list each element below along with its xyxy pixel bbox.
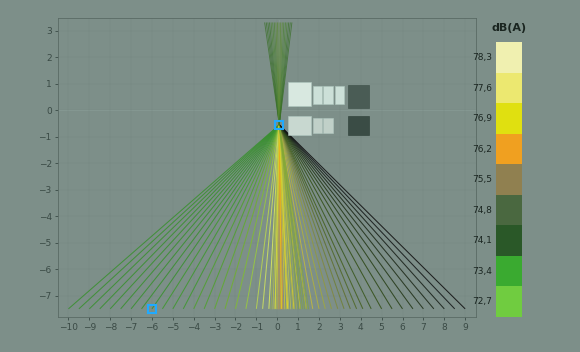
Bar [496, 42, 522, 73]
Bar [496, 195, 522, 225]
Text: 72,7: 72,7 [472, 297, 492, 306]
Bar [496, 73, 522, 103]
Text: 76,9: 76,9 [472, 114, 492, 123]
Bar [323, 87, 332, 103]
Text: 78,3: 78,3 [472, 53, 492, 62]
Text: 73,4: 73,4 [472, 266, 492, 276]
Bar [313, 87, 322, 103]
Text: 74,8: 74,8 [472, 206, 492, 214]
Bar [348, 85, 369, 108]
Bar [313, 118, 322, 133]
Text: 77,6: 77,6 [472, 83, 492, 93]
Bar [288, 115, 311, 136]
Bar [496, 286, 522, 317]
Bar [335, 87, 344, 103]
Text: 75,5: 75,5 [472, 175, 492, 184]
Bar [496, 256, 522, 286]
Bar [323, 118, 332, 133]
Bar [288, 82, 311, 106]
Bar [496, 103, 522, 134]
Text: 76,2: 76,2 [472, 145, 492, 153]
Text: 74,1: 74,1 [472, 236, 492, 245]
Bar [496, 225, 522, 256]
Bar [496, 164, 522, 195]
Text: dB(A): dB(A) [492, 24, 527, 33]
Bar [496, 134, 522, 164]
Bar [348, 115, 369, 136]
